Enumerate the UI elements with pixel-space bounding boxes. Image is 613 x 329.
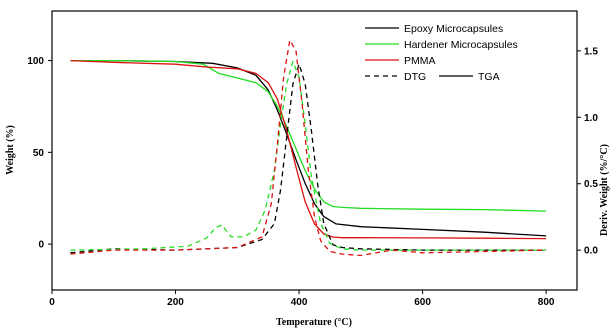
legend-label-pmma: PMMA: [404, 55, 436, 67]
left-axis-ticks: 0 50 100: [27, 56, 52, 251]
left-tick-label: 50: [33, 148, 45, 159]
legend-label-epoxy: Epoxy Microcapsules: [404, 23, 503, 35]
x-tick-label: 200: [167, 297, 184, 308]
left-tick-label: 0: [38, 240, 44, 251]
x-axis-title: Temperature (°C): [276, 317, 352, 328]
right-tick-label: 1.5: [584, 46, 598, 57]
right-axis-title: Deriv. Weight (%/°C): [599, 144, 610, 236]
left-axis-title: Weight (%): [5, 125, 16, 175]
legend-label-hardener: Hardener Microcapsules: [404, 39, 518, 51]
x-tick-label: 800: [538, 297, 555, 308]
legend-label-tga: TGA: [478, 71, 500, 83]
dtg-pmma-line: [70, 39, 547, 257]
plot-frame: [51, 10, 578, 291]
tga-hardener-microcapsules-line: [70, 59, 547, 212]
x-tick-label: 600: [414, 297, 431, 308]
left-tick-label: 100: [27, 56, 44, 67]
x-axis-ticks: 0 200 400 600 800: [49, 290, 555, 308]
right-axis-ticks: 0.0 0.5 1.0 1.5: [577, 46, 598, 257]
right-tick-label: 1.0: [584, 113, 598, 124]
x-tick-label: 400: [291, 297, 308, 308]
dtg-hardener-microcapsules-line: [70, 60, 547, 251]
right-tick-label: 0.5: [584, 179, 598, 190]
x-tick-label: 0: [49, 297, 55, 308]
dtg-epoxy-microcapsules-line: [70, 63, 547, 254]
legend: Epoxy Microcapsules Hardener Microcapsul…: [365, 23, 518, 83]
tga-pmma-line: [70, 59, 547, 240]
right-tick-label: 0.0: [584, 246, 598, 257]
legend-label-dtg: DTG: [404, 71, 426, 83]
series-layer: [70, 39, 547, 257]
